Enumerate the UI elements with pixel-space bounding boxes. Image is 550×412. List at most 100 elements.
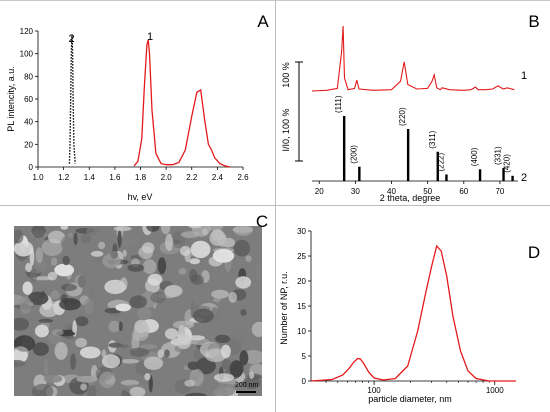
panel-letter-c: C [256,212,268,231]
b-ref-label: (111) [334,95,343,113]
d-x-tick-label: 100 [367,386,381,395]
sem-grain [32,276,53,281]
sem-grain [48,230,65,244]
sem-grain [178,267,187,275]
sem-grain [34,324,49,338]
sem-grain [39,303,59,318]
sem-grain [221,359,232,370]
sem-grain [62,255,70,266]
b-x-label: 2 theta, degree [380,193,441,203]
a-x-tick-label: 1.4 [84,173,96,182]
sem-grain [164,349,170,358]
sem-grain [38,318,53,323]
a-series-line-1 [133,39,231,168]
b-y-label: I/I0, 100 % [281,108,291,151]
sem-grain [251,321,262,337]
b-series-label-2: 2 [521,172,527,184]
a-x-tick-label: 1.2 [58,173,70,182]
b-x-tick-label: 70 [495,187,504,196]
sem-grain [215,334,231,344]
sem-grain [14,346,29,361]
sem-grain [161,226,171,235]
sem-grain [80,233,92,244]
b-series-line-1 [311,25,515,92]
b-ref-label: (311) [428,130,437,148]
sem-grain [138,246,154,260]
d-x-label: particle diameter, nm [368,394,452,404]
sem-grain [144,373,151,381]
sem-grain [249,371,255,379]
sem-grain [61,283,77,292]
a-x-tick-label: 2.0 [161,173,173,182]
sem-grain [47,271,58,281]
sem-grain [87,385,97,396]
a-x-tick-label: 1.8 [135,173,147,182]
sem-grain [195,357,216,375]
sem-grain [119,277,128,291]
sem-grain [54,263,75,277]
sem-grain [164,328,179,340]
sem-grain [157,349,164,358]
sem-grain [157,257,167,275]
sem-grain [30,268,38,283]
d-y-tick-label: 5 [302,352,307,361]
b-x-tick-label: 60 [459,187,468,196]
sem-scale-label: 200 nm [235,382,259,389]
d-y-tick-label: 10 [297,327,306,336]
sem-grain [201,228,208,235]
panel-divider-vertical [275,0,276,412]
d-series-line [310,244,516,382]
sem-grain [70,353,76,371]
a-series-label-2: 2 [69,33,75,45]
sem-grain [108,342,123,348]
sem-grain [214,373,234,382]
sem-micrograph [14,226,262,396]
sem-grain [118,321,123,332]
sem-grain [188,226,202,229]
sem-grain [175,333,192,350]
sem-grain [190,240,211,259]
sem-grain [31,226,46,238]
sem-grain [211,289,230,299]
sem-grain [101,349,107,358]
sem-grain [14,229,24,244]
a-y-tick-label: 80 [24,72,33,81]
sem-grain [137,306,152,320]
sem-grain [44,359,49,376]
sem-grain [164,285,183,297]
sem-grain [147,273,163,286]
sem-grain [193,308,214,323]
sem-grain [143,356,164,370]
a-x-tick-label: 1.6 [109,173,121,182]
panel-letter-a: A [257,12,269,31]
sem-scale-bar [236,391,256,393]
sem-grain [233,226,253,236]
a-x-label: hv, eV [128,192,153,202]
sem-grain [86,226,99,236]
sem-grain [256,264,261,280]
sem-grain [122,249,127,257]
sem-grain [110,250,119,259]
sem-grain [142,259,157,275]
sem-grain [25,262,33,273]
sem-grain [230,326,248,340]
a-y-tick-label: 100 [20,50,34,59]
sem-grain [67,232,73,238]
sem-grain [150,292,167,304]
sem-grain [90,287,95,297]
sem-grain [51,257,58,266]
d-y-tick-label: 0 [302,377,307,386]
sem-grain [180,231,199,239]
a-y-tick-label: 120 [20,27,34,36]
sem-grain [52,329,64,336]
sem-grain [146,226,160,232]
sem-grain [14,240,34,257]
sem-grain [113,226,132,232]
sem-grain [189,258,201,265]
sem-grain [14,359,26,368]
a-y-tick-label: 20 [24,140,33,149]
sem-grain [129,295,147,309]
d-y-tick-label: 15 [297,302,306,311]
d-y-label: Number of NP, r.u. [279,271,289,344]
